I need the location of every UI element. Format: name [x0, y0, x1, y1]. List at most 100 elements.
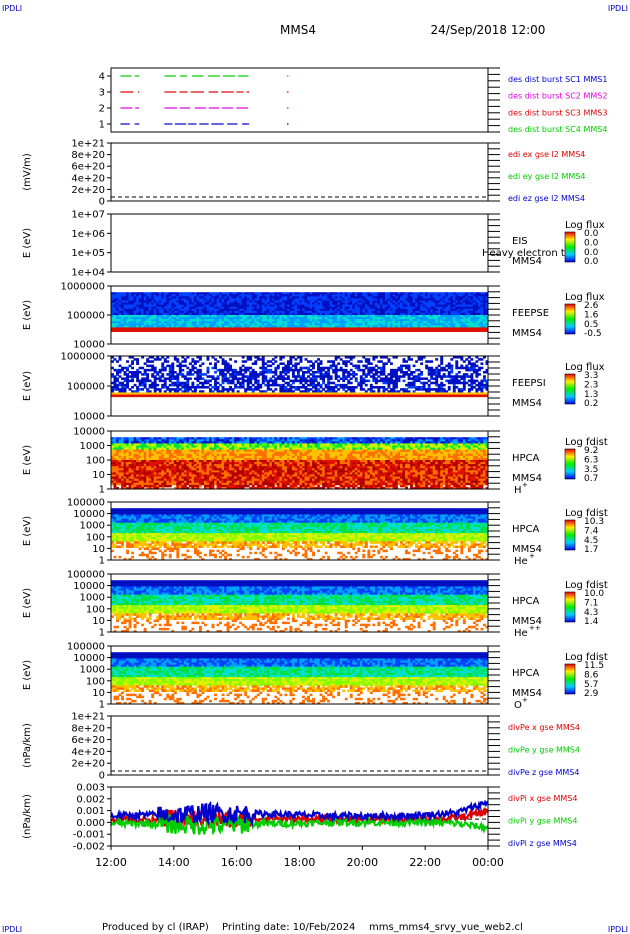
feepse-spectrogram-cell	[457, 294, 461, 297]
feepsi-spectrogram-cell	[214, 388, 217, 391]
feepsi-spectrogram-cell	[229, 373, 233, 376]
feepse-spectrogram-cell	[467, 298, 471, 301]
feepse-spectrogram-cell	[442, 306, 446, 310]
feepsi-spectrogram-cell	[324, 386, 328, 389]
feepse-spectrogram-cell	[339, 298, 343, 301]
feepse-spectrogram-cell	[246, 323, 250, 326]
hpca_h-spectrogram-cell	[357, 439, 361, 442]
feepsi-spectrogram-cell	[173, 392, 177, 395]
feepse-spectrogram-cell	[231, 298, 235, 301]
feepsi-spectrogram-cell	[332, 388, 336, 391]
hpca_h-spectrogram-cell	[322, 437, 326, 440]
feepse-spectrogram-cell	[427, 327, 431, 330]
feepse-spectrogram-cell	[173, 304, 177, 308]
feepse-spectrogram-cell	[158, 325, 162, 328]
feepsi-spectrogram-cell	[226, 392, 230, 395]
feepsi-spectrogram-cell	[231, 373, 235, 376]
feepse-spectrogram-cell	[337, 294, 341, 297]
feepsi-spectrogram-cell	[141, 388, 145, 391]
feepse-spectrogram-cell	[198, 329, 202, 332]
feepsi-spectrogram-cell	[379, 394, 383, 398]
feepsi-spectrogram-cell	[264, 383, 268, 387]
feepsi-spectrogram-cell	[485, 386, 489, 389]
feepsi-spectrogram-cell	[485, 383, 489, 387]
feepsi-spectrogram-cell	[307, 392, 310, 395]
feepse-spectrogram-cell	[123, 327, 127, 330]
feepsi-spectrogram-cell	[344, 375, 348, 378]
feepsi-spectrogram-cell	[432, 371, 436, 374]
hpca_h-spectrogram-cell	[116, 439, 119, 442]
feepse-spectrogram-cell	[317, 315, 321, 318]
hpca_h-spectrogram-cell	[216, 439, 220, 442]
feepse-spectrogram-cell	[319, 312, 323, 316]
feepsi-spectrogram-cell	[417, 373, 421, 376]
feepse-spectrogram-cell	[372, 310, 376, 314]
feepse-spectrogram-cell	[422, 308, 426, 312]
feepsi-spectrogram-cell	[209, 390, 212, 393]
feepsi-spectrogram-cell	[264, 394, 268, 398]
feepsi-spectrogram-cell	[191, 360, 195, 363]
feepse-spectrogram-cell	[332, 304, 336, 308]
feepsi-spectrogram-cell	[216, 392, 220, 395]
feepsi-spectrogram-cell	[143, 371, 147, 374]
feepsi-spectrogram-cell	[389, 373, 393, 376]
feepse-spectrogram-cell	[121, 304, 124, 308]
feepse-spectrogram-cell	[307, 302, 310, 306]
feepse-spectrogram-cell	[226, 315, 230, 318]
hpca_h-spectrogram-cell	[435, 437, 439, 440]
feepse-spectrogram-cell	[485, 321, 489, 324]
feepse-spectrogram-cell	[329, 310, 333, 314]
feepse-spectrogram-cell	[420, 298, 424, 301]
feepsi-spectrogram-cell	[392, 375, 396, 378]
feepsi-spectrogram-cell	[430, 392, 434, 395]
feepsi-spectrogram-cell	[344, 364, 348, 368]
feepse-spectrogram-cell	[397, 306, 401, 310]
feepsi-spectrogram-cell	[234, 360, 238, 363]
feepsi-spectrogram-cell	[286, 360, 290, 363]
feepse-spectrogram-cell	[322, 298, 326, 301]
feepse-spectrogram-cell	[161, 298, 165, 301]
feepse-spectrogram-cell	[193, 321, 197, 324]
feepse-ytick-label: 1000000	[60, 282, 105, 293]
feepse-spectrogram-cell	[314, 310, 318, 314]
feepse-spectrogram-cell	[151, 329, 155, 332]
feepse-spectrogram-cell	[334, 310, 338, 314]
feepse-spectrogram-cell	[327, 296, 331, 299]
feepse-spectrogram-cell	[171, 308, 175, 312]
feepsi-spectrogram-cell	[246, 381, 250, 385]
feepse-spectrogram-cell	[183, 292, 187, 295]
feepse-spectrogram-cell	[241, 315, 245, 318]
feepsi-spectrogram-cell	[324, 392, 328, 395]
feepse-spectrogram-cell	[462, 304, 466, 308]
feepse-spectrogram-cell	[450, 292, 454, 295]
feepse-spectrogram-cell	[151, 302, 155, 306]
feepse-spectrogram-cell	[485, 304, 489, 308]
feepsi-spectrogram-cell	[146, 364, 150, 368]
feepse-colorbar-value: 0.5	[584, 320, 598, 330]
feepse-spectrogram-cell	[417, 292, 421, 295]
feepse-spectrogram-cell	[432, 308, 436, 312]
feepse-spectrogram-cell	[123, 296, 127, 299]
feepse-spectrogram-cell	[116, 325, 119, 328]
feepse-spectrogram-cell	[216, 304, 220, 308]
feepse-spectrogram-cell	[384, 300, 388, 303]
hpca_h-spectrogram-cell	[151, 437, 155, 440]
feepse-spectrogram-cell	[352, 317, 356, 320]
hpca_h-spectrogram-cell	[359, 437, 363, 440]
feepse-spectrogram-cell	[254, 302, 258, 306]
feepsi-spectrogram-cell	[151, 366, 155, 370]
feepsi-spectrogram-cell	[259, 386, 263, 389]
feepse-spectrogram-cell	[359, 317, 363, 320]
feepse-spectrogram-cell	[317, 306, 321, 310]
feepse-spectrogram-cell	[261, 294, 265, 297]
feepse-spectrogram-cell	[271, 300, 275, 303]
feepse-spectrogram-cell	[214, 296, 217, 299]
feepse-spectrogram-cell	[477, 298, 481, 301]
feepse-spectrogram-cell	[472, 298, 476, 301]
feepsi-spectrogram-cell	[339, 366, 343, 370]
feepsi-spectrogram-cell	[455, 360, 459, 363]
feepsi-spectrogram-cell	[254, 356, 258, 359]
feepsi-spectrogram-cell	[334, 392, 338, 395]
hpca_h-spectrogram-cell	[327, 437, 331, 440]
feepse-spectrogram-cell	[113, 298, 117, 301]
